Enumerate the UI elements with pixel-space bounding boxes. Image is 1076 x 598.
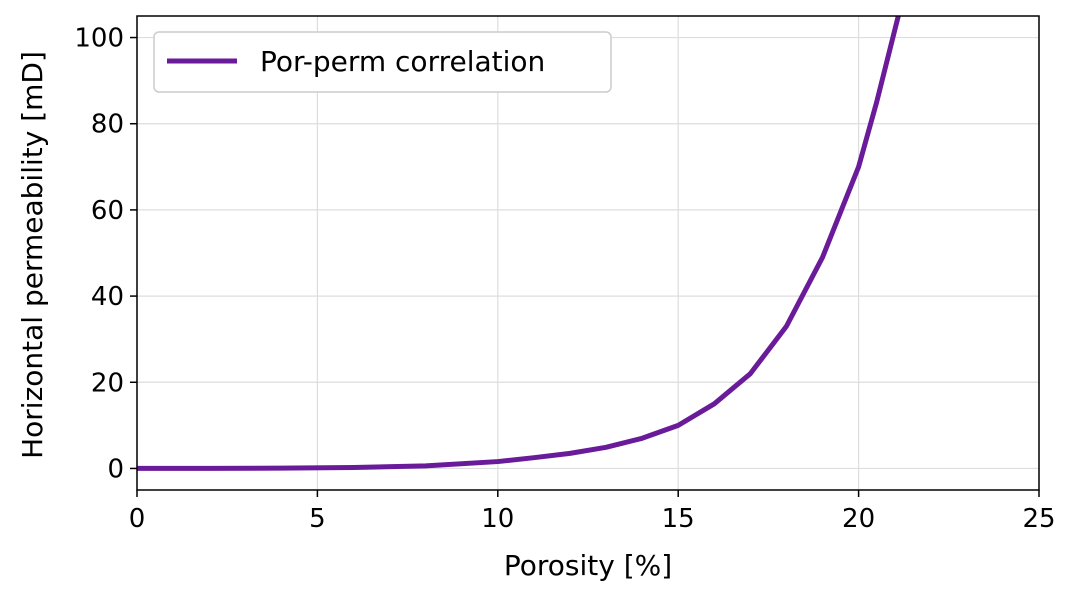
legend: Por-perm correlation bbox=[153, 31, 612, 93]
y-tick-label: 80 bbox=[91, 110, 124, 140]
plot-frame bbox=[136, 15, 1040, 491]
x-tick-label: 0 bbox=[129, 504, 146, 534]
y-tick-label: 0 bbox=[107, 454, 124, 484]
y-tick-label: 100 bbox=[74, 24, 124, 54]
x-tick-label: 20 bbox=[842, 504, 875, 534]
y-axis-label: Horizontal permeability [mD] bbox=[16, 51, 49, 459]
x-tick-label: 15 bbox=[662, 504, 695, 534]
series-line-0 bbox=[137, 16, 901, 471]
y-tick-label: 20 bbox=[91, 368, 124, 398]
ticks: 0 5 10 15 20 25 0 20 40 60 80 100 bbox=[74, 24, 1055, 534]
y-tick-label: 40 bbox=[91, 282, 124, 312]
grid bbox=[136, 16, 1040, 490]
x-axis-label: Porosity [%] bbox=[504, 549, 672, 582]
x-tick-label: 25 bbox=[1022, 504, 1055, 534]
series-layer bbox=[137, 16, 901, 471]
y-tick-label: 60 bbox=[91, 196, 124, 226]
x-tick-label: 10 bbox=[481, 504, 514, 534]
legend-label: Por-perm correlation bbox=[260, 45, 545, 78]
x-tick-label: 5 bbox=[309, 504, 326, 534]
legend-box bbox=[153, 31, 612, 93]
